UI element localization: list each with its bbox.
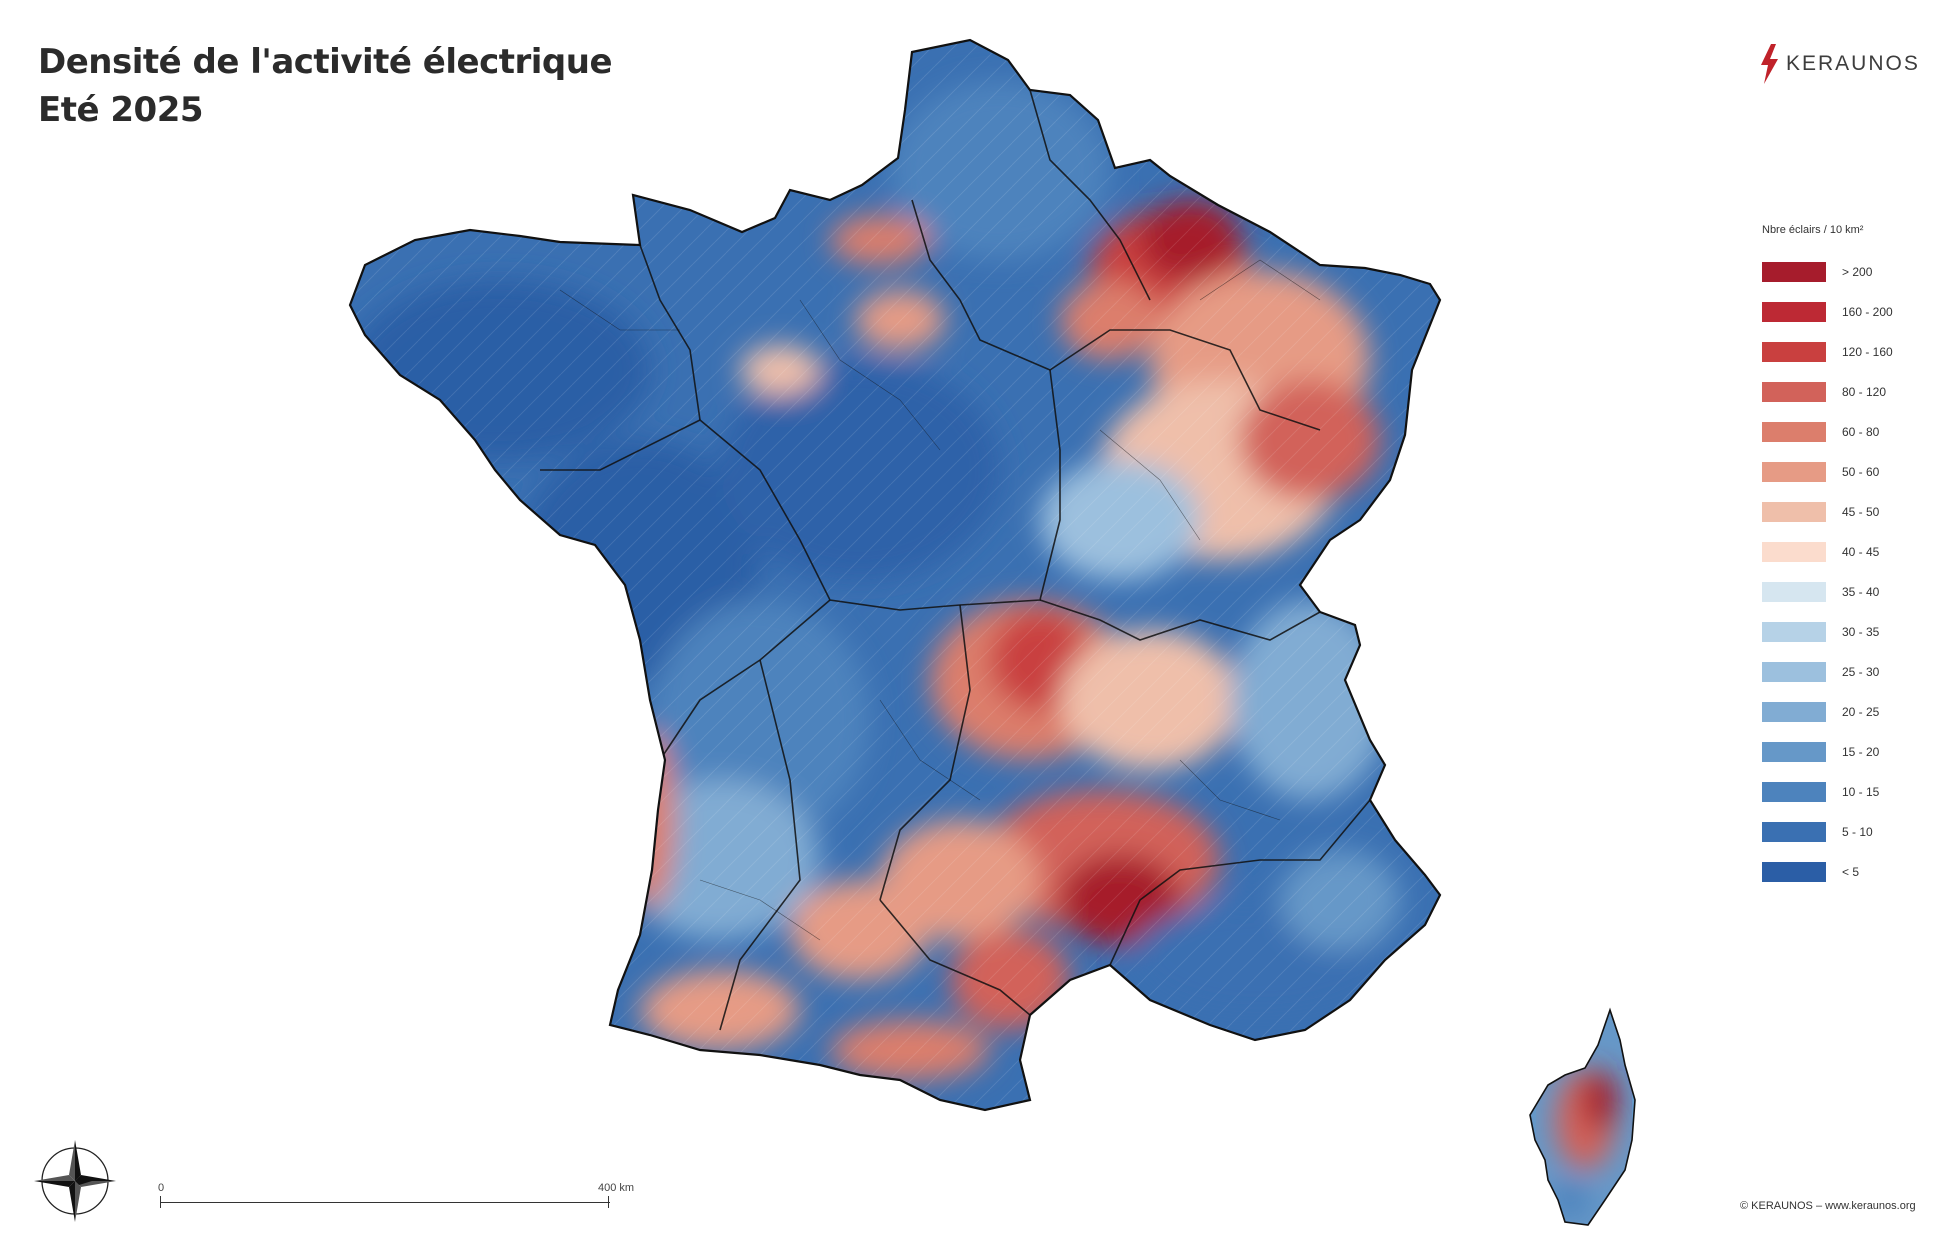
scale-tick-start — [160, 1196, 161, 1208]
legend-item: 120 - 160 — [1762, 332, 1922, 372]
legend-swatch — [1762, 302, 1826, 322]
scale-start-label: 0 — [158, 1182, 165, 1194]
legend-label: 30 - 35 — [1842, 625, 1880, 639]
legend-item: 160 - 200 — [1762, 292, 1922, 332]
legend-label: 40 - 45 — [1842, 545, 1880, 559]
keraunos-logo: KERAUNOS — [1758, 44, 1920, 84]
lightning-bolt-icon — [1761, 44, 1778, 84]
legend-label: 50 - 60 — [1842, 465, 1880, 479]
legend-swatch — [1762, 422, 1826, 442]
legend-swatch — [1762, 662, 1826, 682]
legend-item: 5 - 10 — [1762, 812, 1922, 852]
legend-classes: > 200 160 - 200 120 - 160 80 - 120 60 - 80 50… — [1762, 252, 1922, 892]
legend-item: 50 - 60 — [1762, 452, 1922, 492]
legend-item: 60 - 80 — [1762, 412, 1922, 452]
legend-swatch — [1762, 742, 1826, 762]
legend-swatch — [1762, 502, 1826, 522]
legend-label: 80 - 120 — [1842, 385, 1887, 399]
legend-swatch — [1762, 702, 1826, 722]
scale-bar: 0 400 km — [158, 1182, 634, 1212]
compass-rose-icon — [34, 1140, 116, 1222]
legend-label: 45 - 50 — [1842, 505, 1880, 519]
legend-label: < 5 — [1842, 865, 1860, 879]
legend-label: > 200 — [1842, 265, 1873, 279]
legend-swatch — [1762, 782, 1826, 802]
legend-item: 15 - 20 — [1762, 732, 1922, 772]
corsica — [1530, 1010, 1635, 1225]
legend-label: 120 - 160 — [1842, 345, 1893, 359]
legend-item: 35 - 40 — [1762, 572, 1922, 612]
legend-title: Nbre éclairs / 10 km² — [1762, 224, 1864, 236]
map-legend: Nbre éclairs / 10 km² > 200 160 - 200 120 … — [1762, 224, 1922, 892]
map-title-line2: Eté 2025 — [38, 90, 204, 130]
map-title-line1: Densité de l'activité électrique — [38, 42, 613, 82]
legend-swatch — [1762, 382, 1826, 402]
legend-label: 25 - 30 — [1842, 665, 1880, 679]
legend-item: 10 - 15 — [1762, 772, 1922, 812]
france-mainland — [350, 40, 1440, 1110]
legend-swatch — [1762, 582, 1826, 602]
legend-swatch — [1762, 262, 1826, 282]
legend-item: < 5 — [1762, 852, 1922, 892]
legend-swatch — [1762, 342, 1826, 362]
legend-swatch — [1762, 822, 1826, 842]
legend-swatch — [1762, 542, 1826, 562]
legend-label: 35 - 40 — [1842, 585, 1880, 599]
legend-label: 20 - 25 — [1842, 705, 1880, 719]
legend-label: 15 - 20 — [1842, 745, 1880, 759]
scale-line — [160, 1202, 610, 1203]
legend-label: 60 - 80 — [1842, 425, 1880, 439]
legend-swatch — [1762, 622, 1826, 642]
legend-item: 45 - 50 — [1762, 492, 1922, 532]
legend-item: 30 - 35 — [1762, 612, 1922, 652]
legend-item: > 200 — [1762, 252, 1922, 292]
scale-tick-end — [608, 1196, 609, 1208]
legend-label: 5 - 10 — [1842, 825, 1873, 839]
legend-label: 10 - 15 — [1842, 785, 1880, 799]
legend-swatch — [1762, 862, 1826, 882]
logo-text: KERAUNOS — [1786, 52, 1920, 75]
copyright-notice: © KERAUNOS – www.keraunos.org — [1740, 1200, 1916, 1212]
map-title: Densité de l'activité électrique Eté 202… — [38, 38, 613, 134]
legend-label: 160 - 200 — [1842, 305, 1893, 319]
legend-swatch — [1762, 462, 1826, 482]
legend-item: 80 - 120 — [1762, 372, 1922, 412]
legend-item: 20 - 25 — [1762, 692, 1922, 732]
scale-end-label: 400 km — [598, 1182, 635, 1194]
legend-item: 40 - 45 — [1762, 532, 1922, 572]
legend-item: 25 - 30 — [1762, 652, 1922, 692]
